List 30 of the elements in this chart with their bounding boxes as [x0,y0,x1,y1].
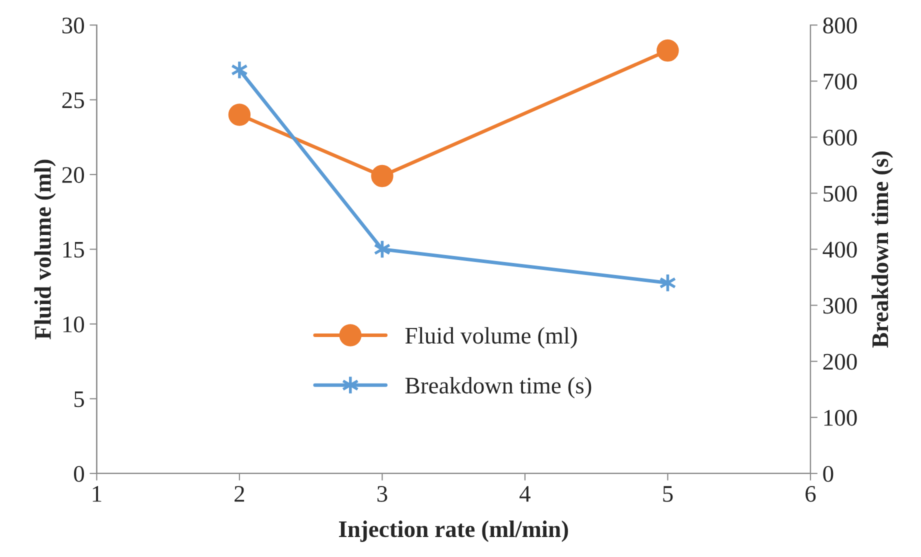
y2-tick-label: 300 [823,298,857,314]
y2-tick-label: 200 [823,354,857,370]
x-tick-label: 4 [520,486,531,502]
point [371,164,394,188]
y-tick-label: 30 [62,18,84,34]
x-tick-label: 6 [806,486,816,502]
y-tick-label: 20 [62,167,84,183]
y2-tick-label: 100 [824,410,857,426]
x-tick-label: 3 [377,486,388,502]
legend-label: Fluid volume (ml) [405,327,577,349]
y2-tick-label: 0 [823,466,834,482]
y-axis-title: Fluid volume (ml) [34,160,56,340]
x-tick-label: 1 [92,486,102,502]
y-tick-label: 0 [74,466,84,482]
y2-tick-label: 400 [822,242,857,258]
x-axis-title: Injection rate (ml/min) [338,520,568,542]
y-tick-label: 5 [74,391,84,408]
x-tick-label: 5 [663,486,673,502]
point [656,39,679,62]
y2-axis-title: Breakdown time (s) [872,151,894,348]
y-tick-label: 10 [63,316,84,332]
point [228,104,251,126]
y2-tick-label: 500 [824,186,857,202]
legend-label: Breakdown time (s) [405,376,592,398]
y2-tick-label: 600 [823,130,857,146]
y-tick-label: 15 [63,242,84,258]
y-tick-label: 25 [62,92,84,108]
x-tick-label: 2 [234,486,244,502]
y2-tick-label: 700 [824,74,857,90]
y2-tick-label: 800 [823,18,857,34]
